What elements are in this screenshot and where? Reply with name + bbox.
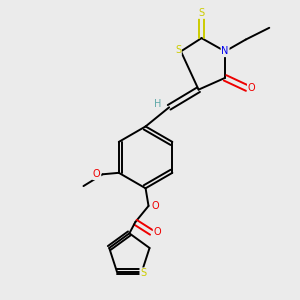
- Text: S: S: [175, 45, 181, 55]
- Text: H: H: [154, 99, 162, 109]
- Text: O: O: [93, 169, 100, 179]
- Text: S: S: [199, 8, 205, 18]
- Text: N: N: [221, 46, 229, 56]
- Text: S: S: [140, 268, 146, 278]
- Text: O: O: [154, 227, 161, 237]
- Text: O: O: [151, 201, 159, 211]
- Text: O: O: [248, 83, 255, 93]
